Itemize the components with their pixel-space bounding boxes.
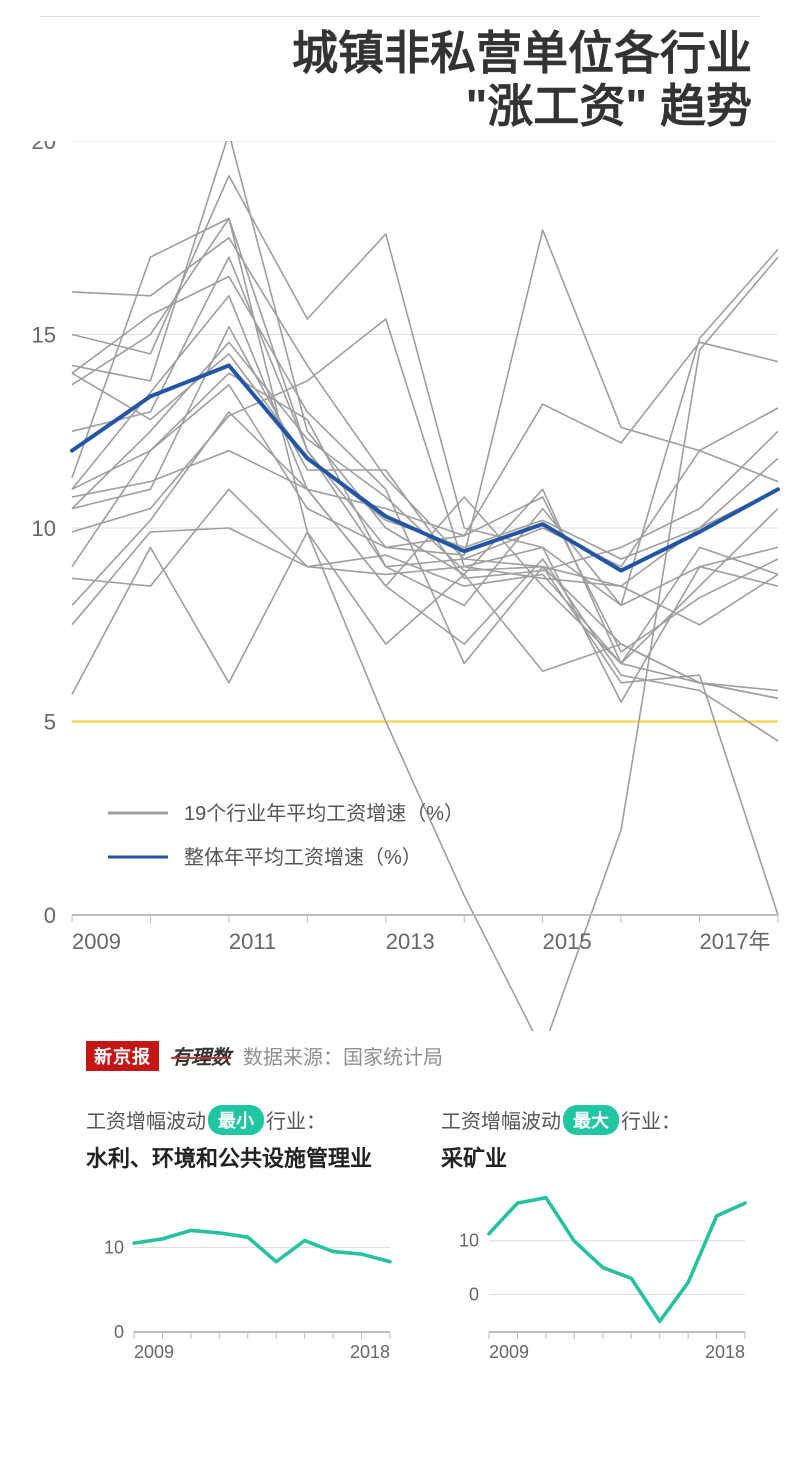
infographic-root: 城镇非私营单位各行业 "涨工资" 趋势 0 5 10 15 20 2009 2011 2013…	[0, 16, 800, 1377]
main-chart: 0 5 10 15 20 2009 2011 2013 2015 2017年 19个行业年平均工资增…	[0, 141, 800, 1031]
industry-line	[72, 296, 778, 536]
data-source: 数据来源：国家统计局	[243, 1041, 443, 1070]
svg-text:10: 10	[459, 1230, 479, 1250]
small-right-title: 采矿业	[441, 1141, 760, 1173]
small-chart-left: 工资增幅波动 最小 行业： 水利、环境和公共设施管理业 0 10 2009 2018	[86, 1105, 405, 1377]
source-row: 新京报 有理数 数据来源：国家统计局	[0, 1041, 800, 1071]
svg-text:0: 0	[114, 1322, 124, 1342]
svg-text:2009: 2009	[489, 1342, 529, 1362]
legend-label: 整体年平均工资增速（%）	[184, 846, 422, 869]
small-left-caption: 工资增幅波动 最小 行业：	[86, 1105, 405, 1135]
svg-text:5: 5	[44, 709, 56, 734]
small-series-line	[134, 1230, 390, 1261]
small-left-title: 水利、环境和公共设施管理业	[86, 1141, 405, 1173]
industry-line	[72, 218, 778, 1031]
brand-script: 有理数	[171, 1041, 231, 1070]
small-multiples-row: 工资增幅波动 最小 行业： 水利、环境和公共设施管理业 01020092018 …	[0, 1071, 800, 1377]
small-left-chart: 0 10 2009 2018	[86, 1177, 405, 1377]
small-left-caption-post: 行业：	[266, 1105, 326, 1134]
svg-text:2017年: 2017年	[700, 929, 771, 954]
svg-text:10: 10	[104, 1237, 124, 1257]
svg-text:2009: 2009	[134, 1342, 174, 1362]
title-line-2: "涨工资" 趋势	[40, 80, 752, 133]
main-chart-svg: 0 5 10 15 20 2009 2011 2013 2015 2017年 19个行业年平均工资增…	[0, 141, 800, 1031]
svg-text:0: 0	[44, 903, 56, 928]
small-right-caption: 工资增幅波动 最大 行业：	[441, 1105, 760, 1135]
svg-text:2013: 2013	[386, 929, 435, 954]
svg-text:15: 15	[32, 322, 56, 347]
svg-text:0: 0	[469, 1284, 479, 1304]
svg-text:2018: 2018	[350, 1342, 390, 1362]
small-series-line	[489, 1197, 745, 1321]
small-right-caption-pre: 工资增幅波动	[441, 1105, 561, 1134]
legend-label: 19个行业年平均工资增速（%）	[184, 802, 464, 825]
small-right-svg: 0 10 2009 2018	[441, 1177, 751, 1377]
svg-text:2015: 2015	[543, 929, 592, 954]
svg-text:20: 20	[32, 141, 56, 154]
svg-text:2009: 2009	[72, 929, 121, 954]
svg-text:10: 10	[32, 516, 56, 541]
small-right-chart: 0 10 2009 2018	[441, 1177, 760, 1377]
svg-text:2018: 2018	[705, 1342, 745, 1362]
small-chart-right: 工资增幅波动 最大 行业： 采矿业 0 10 2009 2018	[441, 1105, 760, 1377]
small-right-caption-post: 行业：	[621, 1105, 681, 1134]
chart-title: 城镇非私营单位各行业 "涨工资" 趋势	[0, 17, 800, 141]
small-left-svg: 0 10 2009 2018	[86, 1177, 396, 1377]
pill-max: 最大	[563, 1105, 619, 1135]
svg-text:2011: 2011	[229, 929, 276, 954]
industry-line	[72, 319, 778, 625]
brand-badge: 新京报	[86, 1041, 159, 1071]
title-line-1: 城镇非私营单位各行业	[40, 27, 752, 80]
industry-line	[72, 141, 778, 664]
pill-min: 最小	[208, 1105, 264, 1135]
small-left-caption-pre: 工资增幅波动	[86, 1105, 206, 1134]
